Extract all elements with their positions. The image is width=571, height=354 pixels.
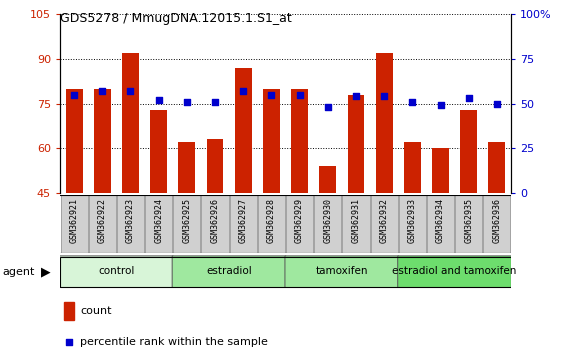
Bar xyxy=(319,166,336,193)
Point xyxy=(70,92,79,97)
Bar xyxy=(94,88,111,193)
Point xyxy=(464,95,473,101)
Text: GSM362936: GSM362936 xyxy=(492,198,501,242)
FancyBboxPatch shape xyxy=(398,256,512,287)
FancyBboxPatch shape xyxy=(202,195,228,253)
FancyBboxPatch shape xyxy=(343,195,369,253)
FancyBboxPatch shape xyxy=(455,195,482,253)
Text: GSM362921: GSM362921 xyxy=(70,198,79,242)
FancyBboxPatch shape xyxy=(285,256,399,287)
Text: agent: agent xyxy=(3,267,35,277)
Bar xyxy=(207,139,223,193)
FancyBboxPatch shape xyxy=(117,195,144,253)
Point xyxy=(267,92,276,97)
FancyBboxPatch shape xyxy=(371,195,398,253)
Text: GSM362924: GSM362924 xyxy=(154,198,163,242)
Point xyxy=(295,92,304,97)
Bar xyxy=(432,148,449,193)
Bar xyxy=(122,53,139,193)
FancyBboxPatch shape xyxy=(314,195,341,253)
FancyBboxPatch shape xyxy=(399,195,426,253)
Text: estradiol and tamoxifen: estradiol and tamoxifen xyxy=(392,266,517,276)
Bar xyxy=(460,109,477,193)
Bar xyxy=(66,88,83,193)
Point xyxy=(211,99,220,104)
Bar xyxy=(65,302,74,320)
FancyBboxPatch shape xyxy=(89,195,116,253)
FancyBboxPatch shape xyxy=(61,195,87,253)
FancyBboxPatch shape xyxy=(484,195,510,253)
Point xyxy=(182,99,191,104)
Text: GSM362929: GSM362929 xyxy=(295,198,304,242)
Point xyxy=(323,104,332,110)
Bar xyxy=(489,142,505,193)
Bar xyxy=(178,142,195,193)
Text: GSM362932: GSM362932 xyxy=(380,198,389,242)
Text: percentile rank within the sample: percentile rank within the sample xyxy=(81,337,268,347)
Text: GSM362934: GSM362934 xyxy=(436,198,445,242)
Bar xyxy=(150,109,167,193)
Text: GSM362925: GSM362925 xyxy=(182,198,191,242)
Text: GSM362926: GSM362926 xyxy=(211,198,219,242)
Text: GSM362935: GSM362935 xyxy=(464,198,473,242)
Bar xyxy=(291,88,308,193)
FancyBboxPatch shape xyxy=(172,256,286,287)
Text: GSM362931: GSM362931 xyxy=(352,198,360,242)
Text: GSM362923: GSM362923 xyxy=(126,198,135,242)
FancyBboxPatch shape xyxy=(59,256,173,287)
Bar xyxy=(263,88,280,193)
Text: GSM362927: GSM362927 xyxy=(239,198,248,242)
Bar xyxy=(404,142,421,193)
Bar xyxy=(235,68,252,193)
Point xyxy=(436,103,445,108)
Point xyxy=(154,97,163,103)
Bar xyxy=(376,53,393,193)
Text: GSM362922: GSM362922 xyxy=(98,198,107,242)
Point xyxy=(367,210,376,215)
FancyBboxPatch shape xyxy=(173,195,200,253)
Point xyxy=(126,88,135,94)
Point xyxy=(408,99,417,104)
Bar xyxy=(348,95,364,193)
Point xyxy=(492,101,501,107)
Point xyxy=(380,93,389,99)
Text: GDS5278 / MmugDNA.12015.1.S1_at: GDS5278 / MmugDNA.12015.1.S1_at xyxy=(60,12,292,25)
FancyBboxPatch shape xyxy=(286,195,313,253)
Text: ▶: ▶ xyxy=(41,266,51,278)
FancyBboxPatch shape xyxy=(258,195,285,253)
Point xyxy=(98,88,107,94)
Text: tamoxifen: tamoxifen xyxy=(316,266,368,276)
Text: estradiol: estradiol xyxy=(206,266,252,276)
Text: GSM362930: GSM362930 xyxy=(323,198,332,242)
Point xyxy=(351,93,360,99)
Text: GSM362928: GSM362928 xyxy=(267,198,276,242)
Text: count: count xyxy=(81,306,112,316)
Text: GSM362933: GSM362933 xyxy=(408,198,417,242)
FancyBboxPatch shape xyxy=(427,195,454,253)
Point xyxy=(239,88,248,94)
Text: control: control xyxy=(98,266,135,276)
FancyBboxPatch shape xyxy=(230,195,257,253)
FancyBboxPatch shape xyxy=(145,195,172,253)
